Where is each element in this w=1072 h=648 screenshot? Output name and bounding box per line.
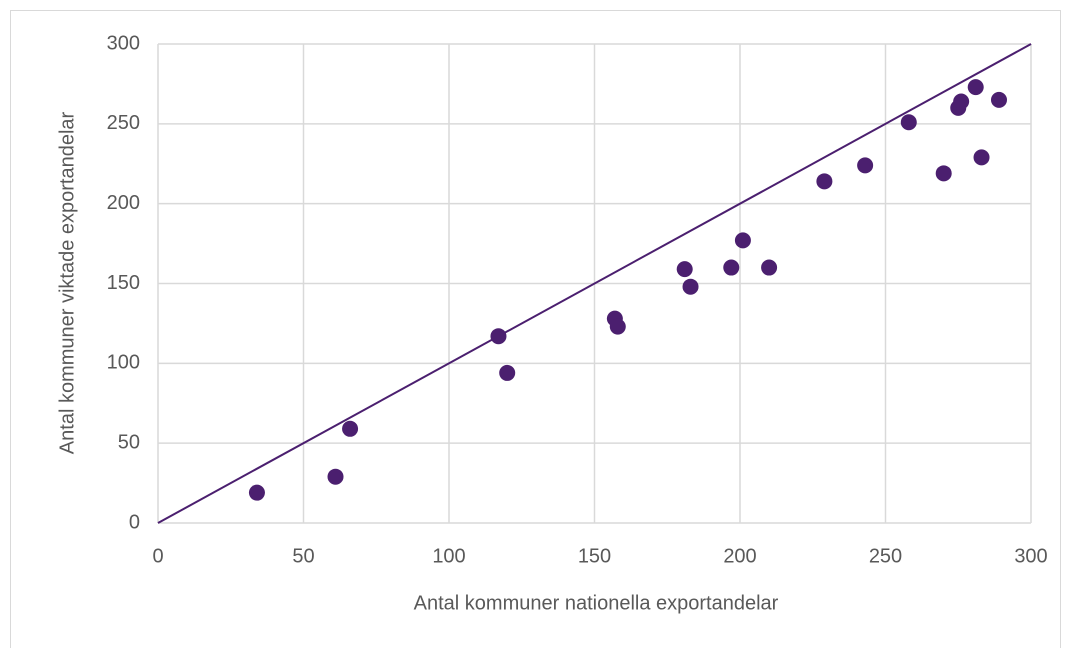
data-point xyxy=(973,149,990,166)
x-tick-label: 0 xyxy=(152,545,163,567)
x-tick-label: 100 xyxy=(432,545,465,567)
y-tick-label: 250 xyxy=(107,112,140,134)
data-point xyxy=(953,93,970,110)
data-point xyxy=(816,173,833,190)
data-point xyxy=(248,484,265,501)
y-axis-title: Antal kommuner viktade exportandelar xyxy=(56,111,78,454)
y-tick-label: 300 xyxy=(107,32,140,54)
data-point xyxy=(990,91,1007,108)
data-point xyxy=(723,259,740,276)
y-tick-label: 0 xyxy=(129,511,140,533)
data-point xyxy=(900,114,917,131)
data-point xyxy=(676,261,693,278)
data-point xyxy=(499,364,516,381)
data-point xyxy=(935,165,952,182)
y-tick-label: 150 xyxy=(107,272,140,294)
x-tick-label: 200 xyxy=(723,545,756,567)
reference-line xyxy=(157,43,1032,524)
x-tick-label: 50 xyxy=(292,545,314,567)
chart-frame xyxy=(10,10,1061,648)
x-tick-label: 150 xyxy=(578,545,611,567)
data-point xyxy=(342,420,359,437)
data-point xyxy=(857,157,874,174)
data-point xyxy=(682,278,699,295)
data-point xyxy=(734,232,751,249)
data-point xyxy=(967,79,984,96)
data-point xyxy=(327,468,344,485)
data-point xyxy=(761,259,778,276)
data-point xyxy=(609,318,626,335)
data-point xyxy=(490,328,507,345)
x-axis-title: Antal kommuner nationella exportandelar xyxy=(414,592,779,614)
y-tick-label: 100 xyxy=(107,352,140,374)
x-tick-label: 300 xyxy=(1014,545,1047,567)
y-tick-label: 200 xyxy=(107,192,140,214)
x-tick-label: 250 xyxy=(869,545,902,567)
y-tick-label: 50 xyxy=(118,431,140,453)
